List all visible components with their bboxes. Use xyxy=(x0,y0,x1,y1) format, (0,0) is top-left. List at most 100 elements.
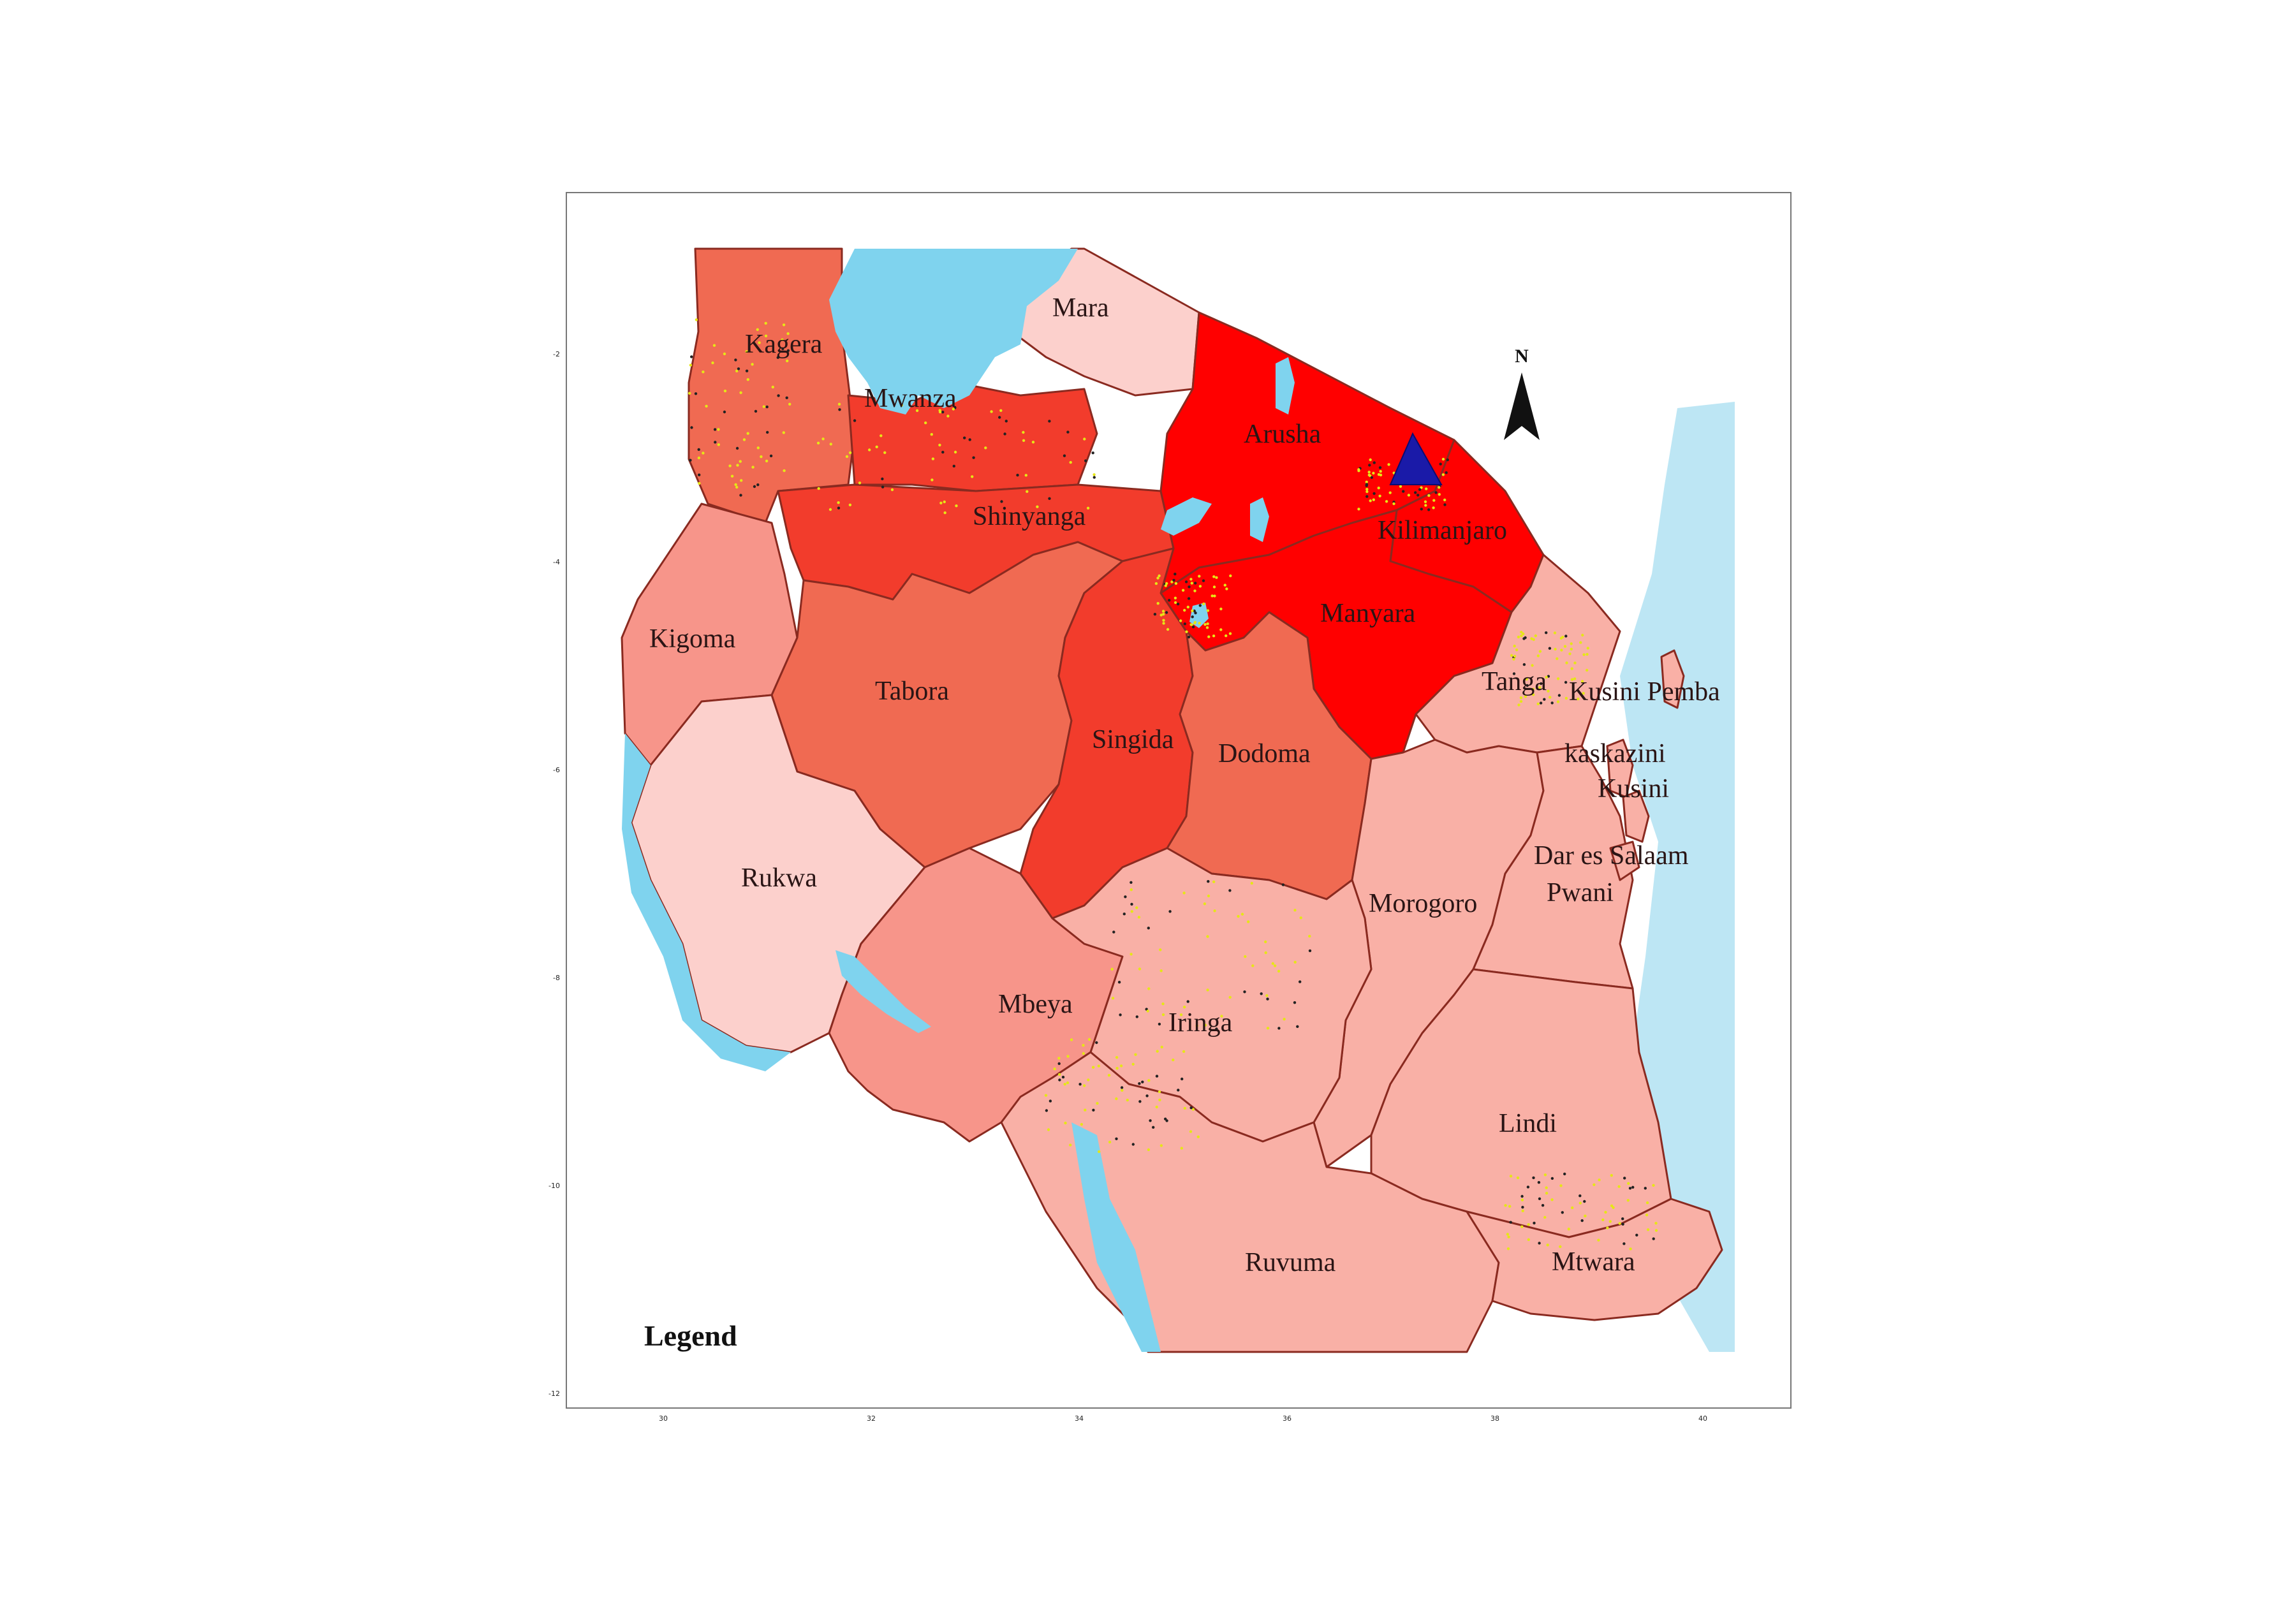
observation-point xyxy=(821,437,825,441)
observation-point xyxy=(955,504,958,508)
observation-point xyxy=(1198,622,1201,625)
label-mara: Mara xyxy=(1052,293,1109,323)
observation-point xyxy=(1191,625,1195,629)
observation-point xyxy=(1424,500,1427,503)
observation-point xyxy=(1202,579,1205,582)
observation-point xyxy=(1582,692,1585,695)
y-tick-label: -12 xyxy=(548,1390,560,1398)
observation-point xyxy=(1064,1121,1067,1125)
observation-point xyxy=(1215,1027,1218,1031)
observation-point xyxy=(1203,623,1207,626)
observation-point xyxy=(1581,633,1584,637)
observation-point xyxy=(1548,647,1552,650)
observation-point xyxy=(915,409,919,413)
observation-point xyxy=(1573,677,1577,680)
observation-point xyxy=(941,411,945,414)
observation-point xyxy=(756,446,760,450)
observation-point xyxy=(1084,459,1087,462)
observation-point xyxy=(1520,1194,1524,1198)
observation-point xyxy=(1299,980,1302,983)
observation-point xyxy=(1357,508,1360,511)
observation-point xyxy=(688,392,691,395)
observation-point xyxy=(745,369,749,372)
observation-point xyxy=(788,402,791,406)
region-labels: Kagera Mwanza Mara Shinyanga Arusha Kili… xyxy=(649,293,1720,1277)
observation-point xyxy=(1168,599,1171,602)
observation-point xyxy=(764,321,767,325)
observation-point xyxy=(1443,498,1446,502)
observation-point xyxy=(837,402,841,406)
observation-point xyxy=(1264,940,1267,944)
observation-point xyxy=(1213,909,1216,913)
observation-point xyxy=(883,451,887,454)
observation-point xyxy=(1203,902,1207,906)
observation-point xyxy=(1388,491,1392,494)
observation-point xyxy=(1296,1025,1299,1029)
observation-point xyxy=(1545,1186,1548,1189)
observation-point xyxy=(1540,682,1543,686)
observation-point xyxy=(1372,492,1376,495)
region-kusini-pemba xyxy=(1660,649,1685,709)
observation-point xyxy=(1520,634,1523,638)
observation-point xyxy=(1513,654,1517,658)
observation-point xyxy=(1537,1181,1541,1184)
observation-point xyxy=(1155,1075,1159,1078)
observation-point xyxy=(1543,1215,1547,1219)
observation-point xyxy=(1219,628,1223,631)
observation-point xyxy=(1570,647,1573,651)
observation-point xyxy=(1147,1148,1151,1152)
observation-point xyxy=(1260,992,1263,995)
observation-point xyxy=(1538,686,1542,689)
observation-point xyxy=(1111,997,1115,1000)
observation-point xyxy=(1207,635,1211,638)
label-kaskazini: kaskazini xyxy=(1564,739,1666,768)
observation-point xyxy=(1193,621,1196,625)
observation-point xyxy=(1024,474,1028,477)
observation-point xyxy=(1509,1221,1512,1224)
observation-point xyxy=(1187,597,1191,600)
observation-point xyxy=(1159,613,1163,617)
observation-point xyxy=(1082,1044,1085,1047)
observation-point xyxy=(1036,505,1039,508)
observation-point xyxy=(938,409,941,412)
observation-point xyxy=(751,363,754,366)
observation-point xyxy=(1189,578,1193,581)
observation-point xyxy=(1228,995,1232,999)
observation-point xyxy=(1115,1137,1118,1141)
observation-point xyxy=(1158,574,1161,578)
observation-point xyxy=(1509,1175,1513,1178)
observation-point xyxy=(751,466,754,469)
observation-point xyxy=(1093,476,1096,479)
observation-point xyxy=(1138,967,1142,971)
x-tick-label: 40 xyxy=(1698,1414,1707,1423)
observation-point xyxy=(717,428,720,431)
observation-point xyxy=(1211,594,1214,598)
observation-point xyxy=(1563,645,1567,648)
observation-point xyxy=(734,483,737,487)
label-shinyanga: Shinyanga xyxy=(973,502,1086,531)
observation-point xyxy=(1082,1052,1085,1055)
observation-point xyxy=(786,332,790,335)
observation-point xyxy=(713,428,717,431)
observation-point xyxy=(1567,1228,1570,1231)
observation-point xyxy=(881,485,885,488)
observation-point xyxy=(1131,1062,1135,1066)
observation-point xyxy=(1185,630,1188,633)
observation-point xyxy=(1378,494,1381,497)
observation-point xyxy=(1407,494,1411,497)
observation-point xyxy=(1223,583,1227,587)
observation-point xyxy=(1561,635,1564,639)
observation-point xyxy=(1174,601,1177,605)
observation-point xyxy=(1586,668,1589,672)
observation-point xyxy=(1135,906,1138,909)
observation-point xyxy=(1621,1217,1624,1221)
label-dodoma: Dodoma xyxy=(1218,739,1311,768)
observation-point xyxy=(1531,693,1535,696)
observation-point xyxy=(1517,635,1520,639)
observation-point xyxy=(1069,460,1072,464)
observation-point xyxy=(758,341,761,344)
observation-point xyxy=(1070,1038,1073,1041)
observation-point xyxy=(1541,1204,1545,1207)
observation-point xyxy=(1627,1182,1630,1185)
observation-point xyxy=(1183,608,1186,612)
